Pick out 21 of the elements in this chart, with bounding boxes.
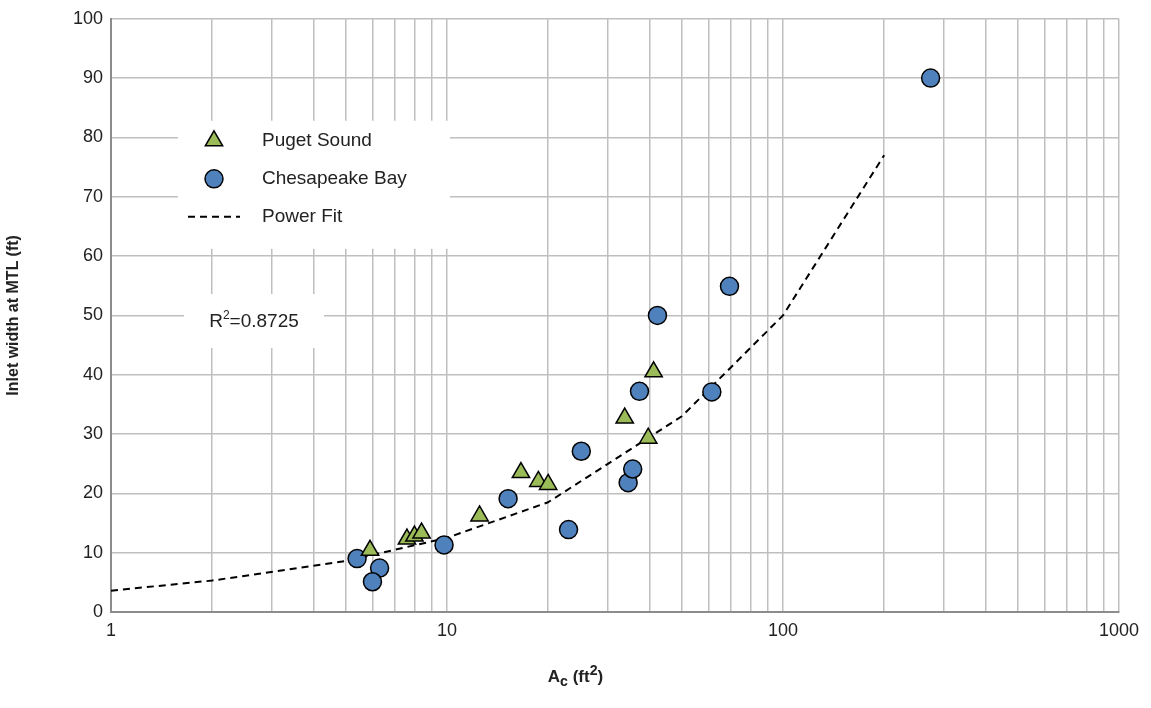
y-tick-label: 40 <box>82 363 103 384</box>
x-axis-title: A$_{c}$ (ft$^{2}$) <box>546 662 605 690</box>
x-tick-label: 10 <box>436 619 458 640</box>
y-tick-label: 80 <box>82 126 103 147</box>
y-tick-label: 70 <box>82 185 103 206</box>
x-tick-label: 1 <box>105 619 117 640</box>
annotation: R$^{2}$=0.8725 <box>184 294 324 348</box>
y-tick-label: 0 <box>92 600 103 621</box>
legend-label: Puget Sound <box>262 129 372 151</box>
y-axis-title: Inlet width at MTL (ft) <box>4 235 22 396</box>
legend-label: Power Fit <box>262 205 343 227</box>
x-tick-label: 1000 <box>1098 619 1140 640</box>
y-tick-label: 100 <box>72 7 103 28</box>
x-tick-label: 100 <box>767 619 799 640</box>
legend-label: Chesapeake Bay <box>262 167 408 189</box>
y-tick-label: 60 <box>82 245 103 266</box>
y-tick-label: 20 <box>82 482 103 503</box>
y-tick-label: 90 <box>82 67 103 88</box>
y-tick-label: 10 <box>82 541 103 562</box>
y-tick-label: 30 <box>82 423 103 444</box>
y-tick-label: 50 <box>82 304 103 325</box>
